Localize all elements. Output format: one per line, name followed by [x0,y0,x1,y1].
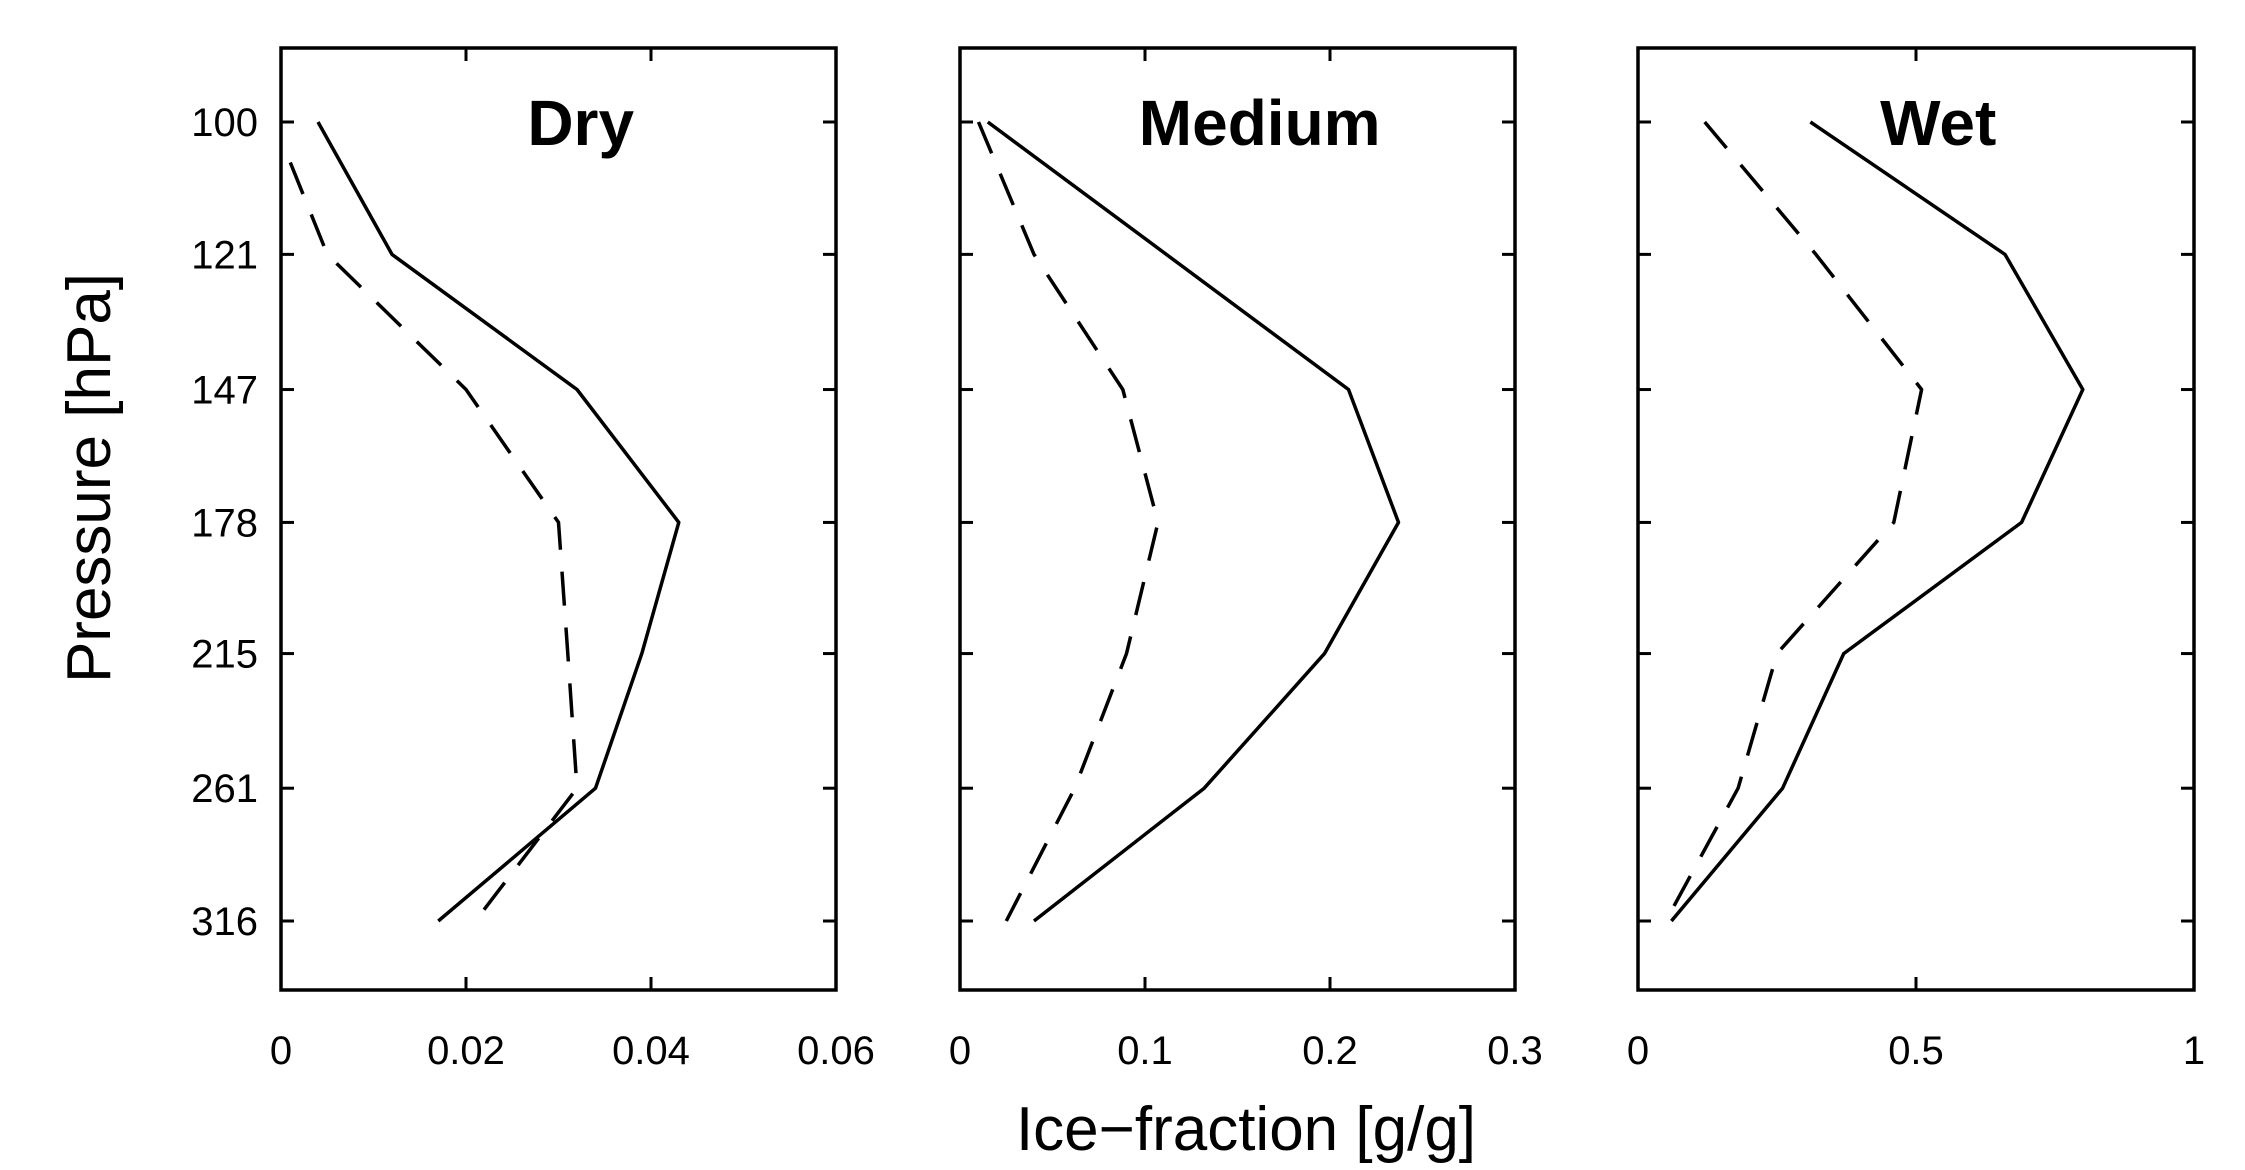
panel-title: Dry [527,87,634,159]
series-line-solid [1670,120,2085,923]
y-axis-label: Pressure [hPa] [55,273,124,683]
panel-frame [1636,46,2196,992]
y-tick-label: 147 [191,369,258,413]
panel-medium: Medium 0 0.1 0.2 0.3 [949,46,1543,1073]
panel-frame [958,46,1517,992]
series-line-dashed [1664,120,1924,922]
x-tick-label: 0.04 [612,1029,690,1073]
y-tick-label: 178 [191,501,258,545]
y-tick-label: 261 [191,767,258,811]
x-axis-label: Ice−fraction [g/g] [1016,1095,1476,1164]
x-tick-label: 0 [1627,1029,1649,1073]
y-tick-label: 215 [191,633,258,677]
series-line-solid [316,121,681,923]
x-tick-label: 1 [2183,1029,2205,1073]
x-tick-label: 0.2 [1302,1029,1358,1073]
series-line-dashed [288,161,579,923]
x-tick-label: 0.06 [797,1029,875,1073]
panel-frame [279,46,838,992]
panel-title: Medium [1139,87,1381,159]
x-tick-label: 0.5 [1888,1029,1944,1073]
x-tick-label: 0 [949,1029,971,1073]
y-tick-label: 316 [191,900,258,944]
x-tick-label: 0 [270,1029,292,1073]
series-line-solid [986,120,1401,923]
panel-title: Wet [1880,87,1996,159]
series-line-dashed [976,121,1160,922]
panel-wet: Wet 0 0.5 1 [1627,46,2205,1073]
y-tick-label: 100 [191,101,258,145]
x-tick-label: 0.02 [427,1029,505,1073]
panel-dry: Dry 0 0.02 0.04 0.06 100 121 147 178 215 261 316 [191,46,875,1073]
x-tick-label: 0.1 [1117,1029,1173,1073]
y-tick-label: 121 [191,233,258,277]
x-tick-label: 0.3 [1487,1029,1543,1073]
